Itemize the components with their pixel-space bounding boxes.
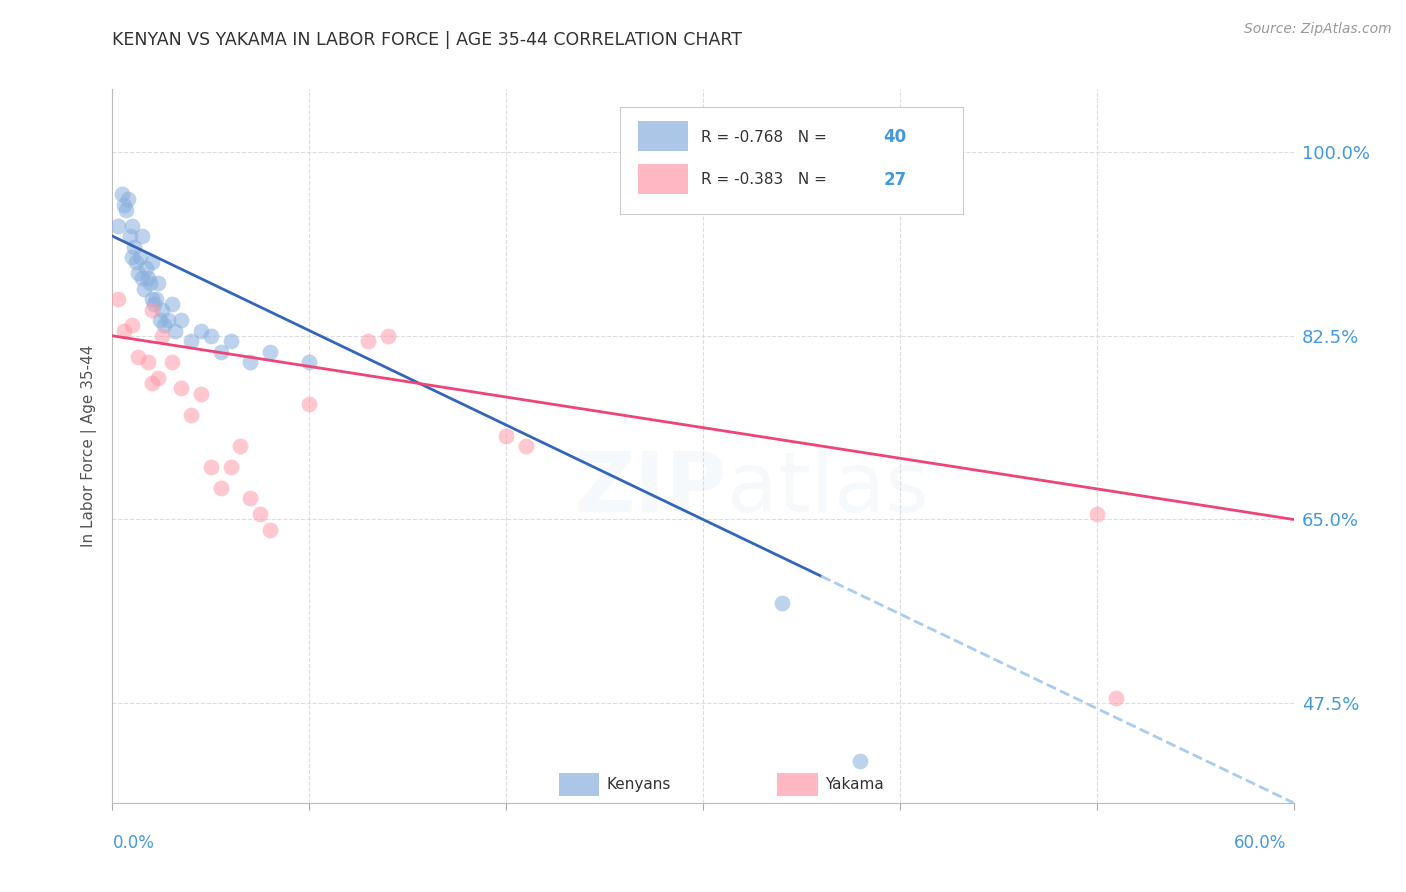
Point <box>141 292 163 306</box>
Point <box>239 355 262 369</box>
Point <box>115 202 138 217</box>
Point <box>141 376 163 390</box>
Point <box>149 313 172 327</box>
Text: 40: 40 <box>884 128 907 146</box>
FancyBboxPatch shape <box>778 772 817 796</box>
Point <box>249 507 271 521</box>
Text: 0.0%: 0.0% <box>112 834 155 852</box>
Point <box>180 334 202 348</box>
Point <box>150 302 173 317</box>
Text: atlas: atlas <box>727 449 928 529</box>
Point <box>849 754 872 768</box>
Point <box>141 302 163 317</box>
Text: 60.0%: 60.0% <box>1234 834 1286 852</box>
Point <box>132 282 155 296</box>
Text: ZIP: ZIP <box>574 449 727 529</box>
Text: R = -0.768   N =: R = -0.768 N = <box>700 129 831 145</box>
Point <box>165 324 187 338</box>
FancyBboxPatch shape <box>638 121 688 152</box>
Point <box>127 266 149 280</box>
Text: 27: 27 <box>884 171 907 189</box>
FancyBboxPatch shape <box>638 164 688 194</box>
Point <box>111 187 134 202</box>
Point <box>229 439 252 453</box>
Point <box>145 292 167 306</box>
Point <box>209 344 232 359</box>
Point <box>1105 690 1128 705</box>
Point <box>146 371 169 385</box>
Point <box>146 277 169 291</box>
Point <box>150 328 173 343</box>
Point <box>160 297 183 311</box>
Text: KENYAN VS YAKAMA IN LABOR FORCE | AGE 35-44 CORRELATION CHART: KENYAN VS YAKAMA IN LABOR FORCE | AGE 35… <box>112 31 742 49</box>
Point <box>120 229 142 244</box>
Text: Source: ZipAtlas.com: Source: ZipAtlas.com <box>1244 22 1392 37</box>
Point <box>121 219 143 233</box>
Point <box>107 219 129 233</box>
Point <box>152 318 174 333</box>
Point <box>129 250 152 264</box>
Point <box>135 260 157 275</box>
Point <box>156 313 179 327</box>
Point <box>125 255 148 269</box>
Point <box>495 428 517 442</box>
Point <box>200 460 222 475</box>
Point <box>160 355 183 369</box>
Point <box>112 324 135 338</box>
Point <box>136 271 159 285</box>
Point <box>122 239 145 253</box>
Point <box>180 408 202 422</box>
Point <box>170 381 193 395</box>
Point <box>1085 507 1108 521</box>
Point <box>139 277 162 291</box>
Point <box>131 229 153 244</box>
Text: R = -0.383   N =: R = -0.383 N = <box>700 172 831 187</box>
Point <box>190 386 212 401</box>
Point <box>200 328 222 343</box>
Point <box>298 355 321 369</box>
Point <box>170 313 193 327</box>
Y-axis label: In Labor Force | Age 35-44: In Labor Force | Age 35-44 <box>80 345 97 547</box>
Point <box>219 460 242 475</box>
Point <box>121 318 143 333</box>
Point <box>136 355 159 369</box>
FancyBboxPatch shape <box>620 107 963 214</box>
Point <box>377 328 399 343</box>
Point <box>131 271 153 285</box>
Point <box>239 491 262 506</box>
Text: Kenyans: Kenyans <box>606 777 671 792</box>
Point <box>770 596 793 610</box>
Point <box>107 292 129 306</box>
Point <box>117 193 139 207</box>
Point <box>112 197 135 211</box>
Point <box>259 523 281 537</box>
Point <box>515 439 537 453</box>
Point <box>141 255 163 269</box>
Point <box>190 324 212 338</box>
Point <box>259 344 281 359</box>
Point <box>142 297 165 311</box>
FancyBboxPatch shape <box>560 772 599 796</box>
Point <box>219 334 242 348</box>
Text: Yakama: Yakama <box>825 777 883 792</box>
Point <box>357 334 380 348</box>
Point <box>127 350 149 364</box>
Point <box>121 250 143 264</box>
Point <box>298 397 321 411</box>
Point <box>209 481 232 495</box>
